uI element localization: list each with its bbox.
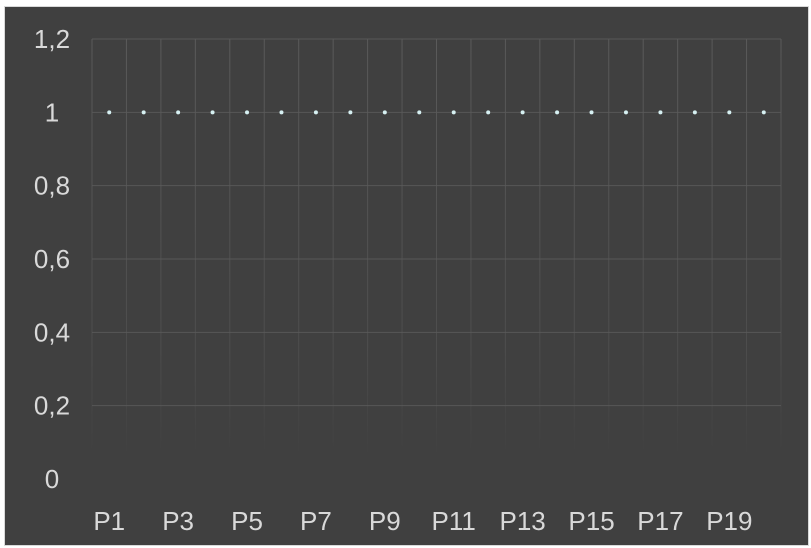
data-point <box>245 110 250 115</box>
data-point <box>348 110 353 115</box>
data-point <box>486 110 491 115</box>
x-tick-label: P7 <box>300 506 332 536</box>
y-tick-label: 1,2 <box>34 24 70 54</box>
data-point <box>417 110 422 115</box>
data-point <box>313 110 318 115</box>
data-point <box>692 110 697 115</box>
data-point <box>623 110 628 115</box>
x-tick-label: P17 <box>637 506 683 536</box>
x-tick-label: P11 <box>432 506 476 536</box>
chart-area <box>4 6 809 546</box>
data-point <box>210 110 215 115</box>
data-point <box>761 110 766 115</box>
y-tick-label: 0,6 <box>34 244 70 274</box>
x-tick-label: P3 <box>162 506 194 536</box>
data-point <box>279 110 284 115</box>
data-point <box>520 110 525 115</box>
data-point <box>107 110 112 115</box>
y-tick-label: 0 <box>45 464 59 494</box>
data-point <box>589 110 594 115</box>
data-point <box>176 110 181 115</box>
x-tick-label: P5 <box>231 506 263 536</box>
data-point <box>555 110 560 115</box>
x-tick-label: P9 <box>369 506 401 536</box>
data-point <box>382 110 387 115</box>
y-tick-label: 0,8 <box>34 171 70 201</box>
x-tick-label: P19 <box>706 506 752 536</box>
data-point <box>727 110 732 115</box>
data-point <box>141 110 146 115</box>
y-tick-label: 0,4 <box>34 317 70 347</box>
y-tick-label: 1 <box>45 97 59 127</box>
data-point <box>451 110 456 115</box>
x-tick-label: P15 <box>568 506 614 536</box>
x-tick-label: P13 <box>499 506 545 536</box>
x-tick-label: P1 <box>93 506 125 536</box>
y-tick-label: 0,2 <box>34 391 70 421</box>
data-point <box>658 110 663 115</box>
